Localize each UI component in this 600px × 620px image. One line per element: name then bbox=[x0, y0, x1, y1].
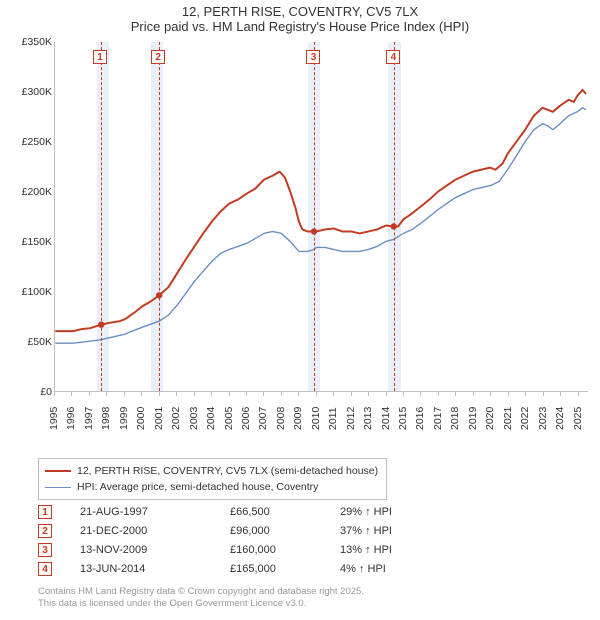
sale-badge: 3 bbox=[38, 543, 52, 557]
x-tick-mark bbox=[403, 392, 404, 396]
footer-line1: Contains HM Land Registry data © Crown c… bbox=[38, 586, 364, 598]
sale-marker-line bbox=[159, 42, 160, 391]
x-tick-mark bbox=[71, 392, 72, 396]
y-tick-label: £350K bbox=[8, 36, 52, 48]
x-tick-mark bbox=[246, 392, 247, 396]
legend-row: HPI: Average price, semi-detached house,… bbox=[45, 479, 378, 495]
x-tick-mark bbox=[54, 392, 55, 396]
sale-badge: 2 bbox=[38, 524, 52, 538]
legend-swatch bbox=[45, 470, 71, 472]
sale-price: £165,000 bbox=[230, 563, 340, 575]
x-tick-mark bbox=[543, 392, 544, 396]
sale-marker-badge: 4 bbox=[386, 50, 400, 64]
x-tick-mark bbox=[229, 392, 230, 396]
footer-line2: This data is licensed under the Open Gov… bbox=[38, 598, 364, 610]
sale-diff: 4% ↑ HPI bbox=[340, 563, 450, 575]
sale-row: 1 21-AUG-1997£66,50029% ↑ HPI bbox=[38, 502, 450, 521]
title-subtitle: Price paid vs. HM Land Registry's House … bbox=[0, 19, 600, 34]
chart-container: 12, PERTH RISE, COVENTRY, CV5 7LX Price … bbox=[0, 0, 600, 620]
sale-badge: 4 bbox=[38, 562, 52, 576]
legend-swatch bbox=[45, 487, 71, 488]
sale-diff: 37% ↑ HPI bbox=[340, 525, 450, 537]
sales-table: 1 21-AUG-1997£66,50029% ↑ HPI 2 21-DEC-2000… bbox=[38, 502, 450, 578]
sale-row: 4 13-JUN-2014£165,0004% ↑ HPI bbox=[38, 559, 450, 578]
sale-marker-line bbox=[101, 42, 102, 391]
legend-row: 12, PERTH RISE, COVENTRY, CV5 7LX (semi-… bbox=[45, 463, 378, 479]
legend-label: 12, PERTH RISE, COVENTRY, CV5 7LX (semi-… bbox=[77, 465, 378, 477]
sale-row: 3 13-NOV-2009£160,00013% ↑ HPI bbox=[38, 540, 450, 559]
x-tick-mark bbox=[194, 392, 195, 396]
x-tick-label: 2025 bbox=[572, 407, 600, 430]
sale-marker-line bbox=[394, 42, 395, 391]
x-tick-mark bbox=[490, 392, 491, 396]
series-hpi bbox=[55, 108, 586, 343]
x-tick-mark bbox=[281, 392, 282, 396]
y-tick-label: £50K bbox=[8, 336, 52, 348]
y-tick-label: £200K bbox=[8, 186, 52, 198]
x-tick-mark bbox=[159, 392, 160, 396]
footer: Contains HM Land Registry data © Crown c… bbox=[38, 586, 364, 610]
sale-marker-line bbox=[314, 42, 315, 391]
sale-date: 13-NOV-2009 bbox=[80, 544, 230, 556]
sale-marker-badge: 2 bbox=[151, 50, 165, 64]
y-tick-label: £0 bbox=[8, 386, 52, 398]
sale-date: 13-JUN-2014 bbox=[80, 563, 230, 575]
x-tick-mark bbox=[124, 392, 125, 396]
y-tick-label: £100K bbox=[8, 286, 52, 298]
x-tick-mark bbox=[560, 392, 561, 396]
x-tick-mark bbox=[368, 392, 369, 396]
sale-badge: 1 bbox=[38, 505, 52, 519]
x-tick-mark bbox=[333, 392, 334, 396]
x-tick-mark bbox=[578, 392, 579, 396]
x-tick-mark bbox=[438, 392, 439, 396]
sale-diff: 29% ↑ HPI bbox=[340, 506, 450, 518]
legend: 12, PERTH RISE, COVENTRY, CV5 7LX (semi-… bbox=[38, 458, 387, 500]
y-tick-label: £300K bbox=[8, 86, 52, 98]
x-tick-mark bbox=[141, 392, 142, 396]
sale-diff: 13% ↑ HPI bbox=[340, 544, 450, 556]
title-block: 12, PERTH RISE, COVENTRY, CV5 7LX Price … bbox=[0, 0, 600, 34]
plot-area: 1 2 3 4 bbox=[54, 42, 588, 392]
sale-price: £96,000 bbox=[230, 525, 340, 537]
x-tick-mark bbox=[316, 392, 317, 396]
sale-marker-badge: 3 bbox=[306, 50, 320, 64]
y-tick-label: £150K bbox=[8, 236, 52, 248]
sale-date: 21-AUG-1997 bbox=[80, 506, 230, 518]
x-tick-mark bbox=[351, 392, 352, 396]
x-tick-mark bbox=[420, 392, 421, 396]
x-tick-mark bbox=[473, 392, 474, 396]
sale-price: £160,000 bbox=[230, 544, 340, 556]
x-tick-mark bbox=[263, 392, 264, 396]
x-tick-mark bbox=[525, 392, 526, 396]
x-tick-mark bbox=[386, 392, 387, 396]
x-tick-mark bbox=[298, 392, 299, 396]
x-tick-mark bbox=[106, 392, 107, 396]
sale-row: 2 21-DEC-2000£96,00037% ↑ HPI bbox=[38, 521, 450, 540]
chart-svg bbox=[55, 42, 588, 391]
legend-label: HPI: Average price, semi-detached house,… bbox=[77, 481, 318, 493]
chart-wrap: £0£50K£100K£150K£200K£250K£300K£350K 123… bbox=[8, 42, 592, 450]
sale-price: £66,500 bbox=[230, 506, 340, 518]
title-address: 12, PERTH RISE, COVENTRY, CV5 7LX bbox=[0, 4, 600, 19]
sale-date: 21-DEC-2000 bbox=[80, 525, 230, 537]
x-tick-mark bbox=[455, 392, 456, 396]
y-tick-label: £250K bbox=[8, 136, 52, 148]
x-tick-mark bbox=[89, 392, 90, 396]
x-tick-mark bbox=[176, 392, 177, 396]
series-price_paid bbox=[55, 90, 586, 331]
x-tick-mark bbox=[211, 392, 212, 396]
sale-marker-badge: 1 bbox=[93, 50, 107, 64]
x-tick-mark bbox=[508, 392, 509, 396]
